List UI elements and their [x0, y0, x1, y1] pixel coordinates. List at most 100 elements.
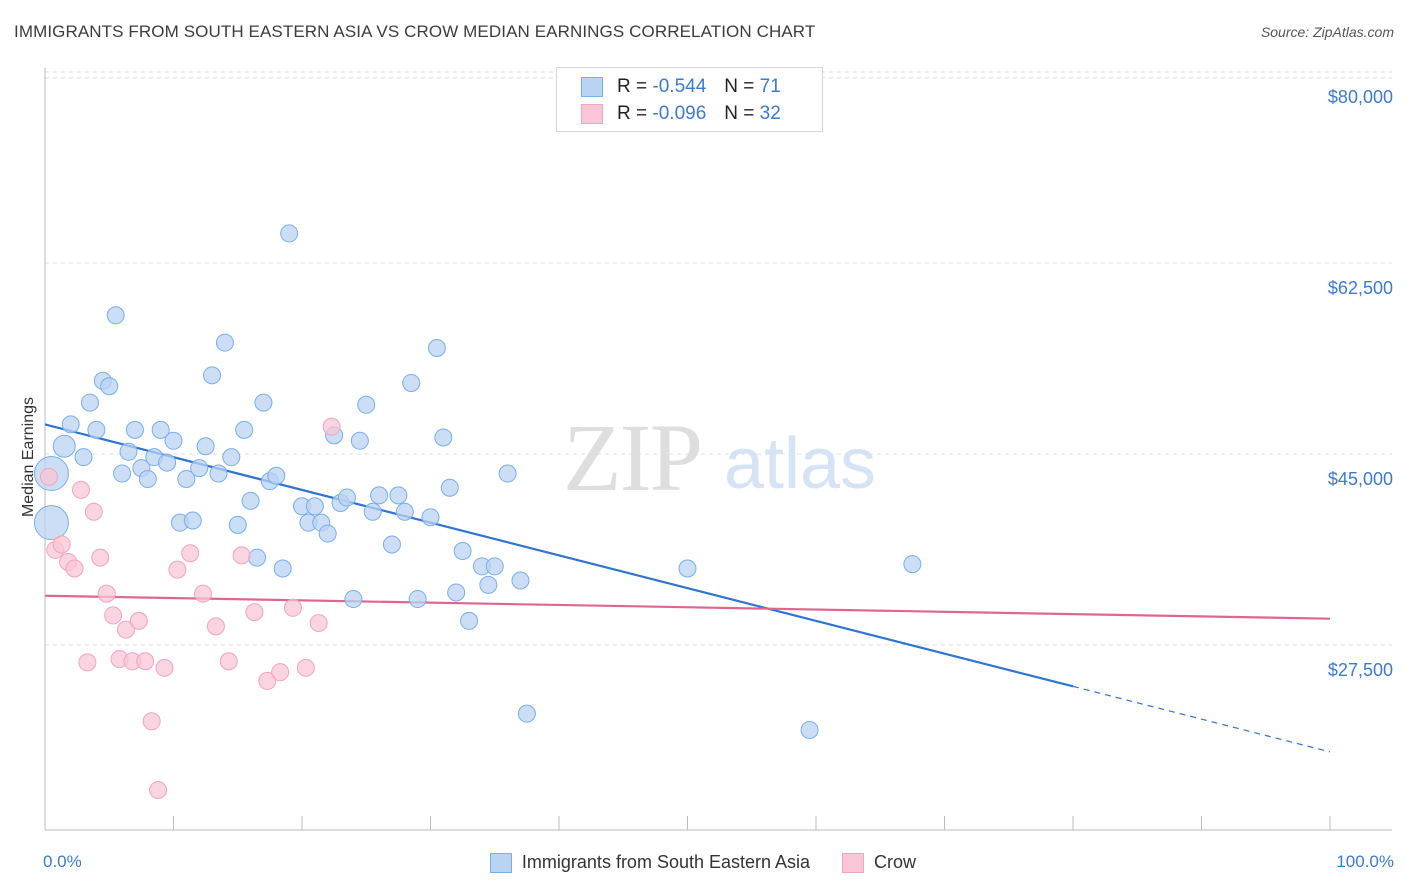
y-tick-label: $27,500 [1328, 660, 1393, 680]
point-crow [91, 548, 110, 567]
point-crow [258, 671, 277, 690]
point-crow [271, 663, 290, 682]
point-immigrants [421, 508, 440, 527]
point-immigrants [344, 590, 363, 609]
point-immigrants [33, 505, 69, 541]
legend-item-immigrants[interactable]: Immigrants from South Eastern Asia [489, 852, 811, 873]
legend-r-value: -0.096 [652, 103, 707, 124]
legend-label-crow: Crow [874, 852, 917, 872]
point-crow [65, 559, 84, 578]
point-immigrants [511, 571, 530, 590]
point-immigrants [447, 583, 466, 602]
point-immigrants [125, 420, 144, 439]
point-immigrants [158, 453, 177, 472]
legend-n-value: 71 [759, 76, 781, 97]
point-immigrants [395, 502, 414, 521]
point-immigrants [350, 431, 369, 450]
legend-swatch-blue [489, 852, 512, 873]
point-crow [155, 658, 174, 677]
trend-line-immigrants-extension [1072, 685, 1331, 753]
point-crow [84, 502, 103, 521]
y-tick-label: $80,000 [1328, 87, 1393, 107]
point-immigrants [215, 333, 234, 352]
legend-r-label: R = [617, 103, 648, 124]
point-crow [78, 653, 97, 672]
point-crow [168, 560, 187, 579]
point-immigrants [228, 515, 247, 534]
point-crow [284, 598, 303, 617]
point-immigrants [440, 478, 459, 497]
point-crow [52, 535, 71, 554]
point-crow [71, 480, 90, 499]
point-crow [194, 584, 213, 603]
point-immigrants [222, 448, 241, 467]
point-crow [322, 417, 341, 436]
point-immigrants [273, 559, 292, 578]
point-immigrants [370, 486, 389, 505]
point-immigrants [209, 464, 228, 483]
point-immigrants [74, 448, 93, 467]
legend-item-crow[interactable]: Crow [842, 852, 916, 873]
point-immigrants [203, 366, 222, 385]
point-crow [136, 652, 155, 671]
legend-row-crow: R = -0.096 N = 32 [581, 102, 781, 126]
point-immigrants [305, 497, 324, 516]
data-points [33, 224, 922, 800]
point-crow [129, 611, 148, 630]
point-immigrants [318, 524, 337, 543]
point-immigrants [138, 470, 157, 488]
point-immigrants [427, 339, 446, 358]
legend-n-label: N = [724, 76, 755, 97]
point-immigrants [408, 590, 427, 609]
trend-line-crow [44, 594, 1331, 620]
point-immigrants [80, 393, 99, 412]
stats-legend: R = -0.544 N = 71 R = -0.096 N = 32 [556, 67, 823, 132]
point-immigrants [183, 511, 202, 530]
point-immigrants [363, 502, 382, 521]
point-immigrants [248, 548, 267, 567]
y-tick-labels: $80,000 $62,500 $45,000 $27,500 [1328, 87, 1393, 680]
point-immigrants [517, 704, 536, 723]
point-immigrants [800, 721, 819, 740]
point-crow [245, 603, 264, 622]
legend-r-label: R = [617, 76, 648, 97]
legend-n-label: N = [724, 103, 755, 124]
point-immigrants [87, 420, 106, 439]
point-immigrants [119, 442, 138, 461]
watermark-zip: ZIP [563, 404, 701, 511]
point-immigrants [235, 420, 254, 439]
point-crow [219, 652, 238, 671]
point-crow [181, 544, 200, 563]
point-immigrants [151, 420, 170, 439]
legend-swatch-pink [581, 104, 603, 124]
point-crow [116, 620, 135, 639]
point-immigrants [479, 575, 498, 594]
point-immigrants [402, 373, 421, 392]
point-crow [206, 617, 225, 636]
point-immigrants [357, 395, 376, 414]
legend-r-value: -0.544 [652, 76, 707, 97]
point-crow [104, 606, 123, 625]
point-immigrants [190, 459, 209, 478]
axes [44, 68, 1392, 831]
point-immigrants [241, 491, 260, 510]
legend-swatch-blue [581, 77, 603, 97]
watermark: ZIP atlas [563, 404, 876, 511]
point-immigrants [678, 559, 697, 578]
bottom-legend: Immigrants from South Eastern Asia Crow [0, 852, 1406, 873]
point-immigrants [280, 224, 299, 243]
point-immigrants [453, 542, 472, 561]
legend-swatch-pink [842, 852, 865, 873]
legend-label-immigrants: Immigrants from South Eastern Asia [521, 852, 811, 872]
point-immigrants [903, 555, 922, 574]
point-immigrants [61, 415, 80, 434]
point-crow [309, 614, 328, 633]
point-immigrants [177, 470, 196, 488]
point-immigrants [485, 557, 504, 576]
x-tick-label-min: 0.0% [43, 852, 82, 871]
legend-n-value: 32 [759, 103, 781, 124]
source-label: Source: ZipAtlas.com [1260, 24, 1394, 40]
point-crow [39, 467, 58, 486]
point-immigrants [254, 393, 273, 412]
